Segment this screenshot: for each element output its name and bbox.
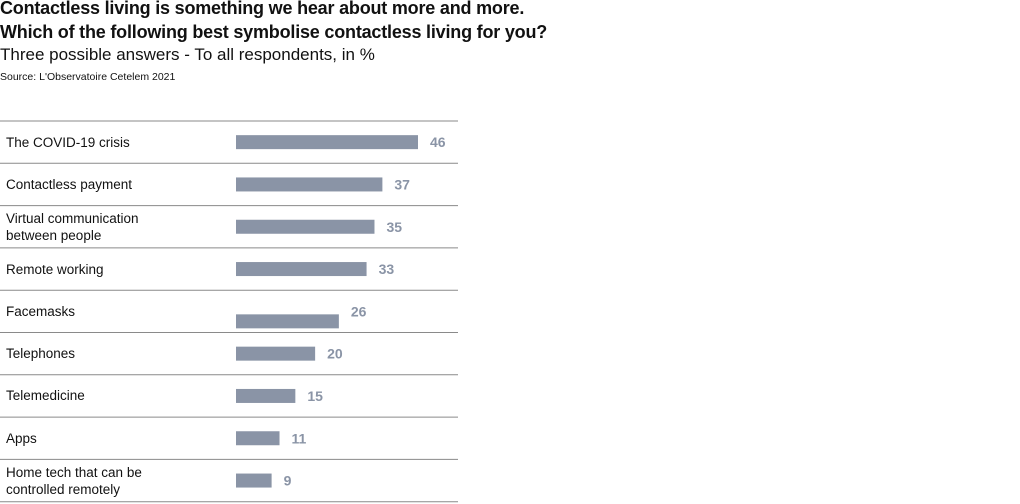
category-label-line: Virtual communication	[6, 210, 139, 226]
bar	[236, 346, 316, 361]
bar	[236, 314, 339, 329]
bar	[236, 135, 418, 150]
chart-title-line-2: Which of the following best symbolise co…	[0, 22, 548, 42]
category-label-line: The COVID-19 crisis	[6, 134, 130, 150]
bar-chart: 46 37 35 33 26 20 15 11 9	[0, 120, 458, 503]
category-label-line: Telemedicine	[6, 388, 85, 404]
bar	[236, 388, 296, 403]
chart-subtitle: Three possible answers - To all responde…	[0, 45, 375, 64]
category-label-line: Apps	[6, 430, 37, 446]
category-label: Facemasks	[6, 303, 75, 320]
category-label-line: Contactless payment	[6, 176, 133, 192]
bar	[236, 219, 375, 234]
category-label: The COVID-19 crisis	[6, 134, 130, 151]
chart-title-line-1: Contactless living is something we hear …	[0, 0, 525, 18]
category-label: Home tech that can be controlled remotely	[6, 464, 142, 498]
bar	[236, 431, 280, 446]
chart-source: Source: L'Observatoire Cetelem 2021	[0, 71, 176, 83]
category-label: Telemedicine	[6, 387, 85, 404]
category-label: Telephones	[6, 345, 75, 362]
bar	[236, 262, 367, 277]
bar-value-label: 35	[386, 219, 402, 235]
bar-value-label: 37	[394, 176, 410, 192]
category-label-line: between people	[6, 227, 102, 243]
bar-value-label: 15	[307, 388, 323, 404]
category-label: Virtual communication between people	[6, 210, 139, 244]
category-label-line: Home tech that can be	[6, 464, 142, 480]
bar-value-label: 46	[430, 134, 446, 150]
category-label-line: controlled remotely	[6, 481, 121, 497]
bar-value-label: 26	[351, 303, 367, 319]
bar-value-label: 9	[284, 473, 292, 489]
bar-value-label: 20	[327, 346, 343, 362]
bar-value-label: 11	[292, 430, 307, 446]
bar	[236, 177, 383, 192]
bar	[236, 473, 272, 488]
bar-value-label: 33	[379, 261, 395, 277]
category-label: Remote working	[6, 261, 104, 278]
category-label: Contactless payment	[6, 176, 132, 193]
category-label-line: Facemasks	[6, 303, 76, 319]
category-label-line: Remote working	[6, 261, 104, 277]
category-label-line: Telephones	[6, 346, 76, 362]
category-label: Apps	[6, 430, 37, 447]
